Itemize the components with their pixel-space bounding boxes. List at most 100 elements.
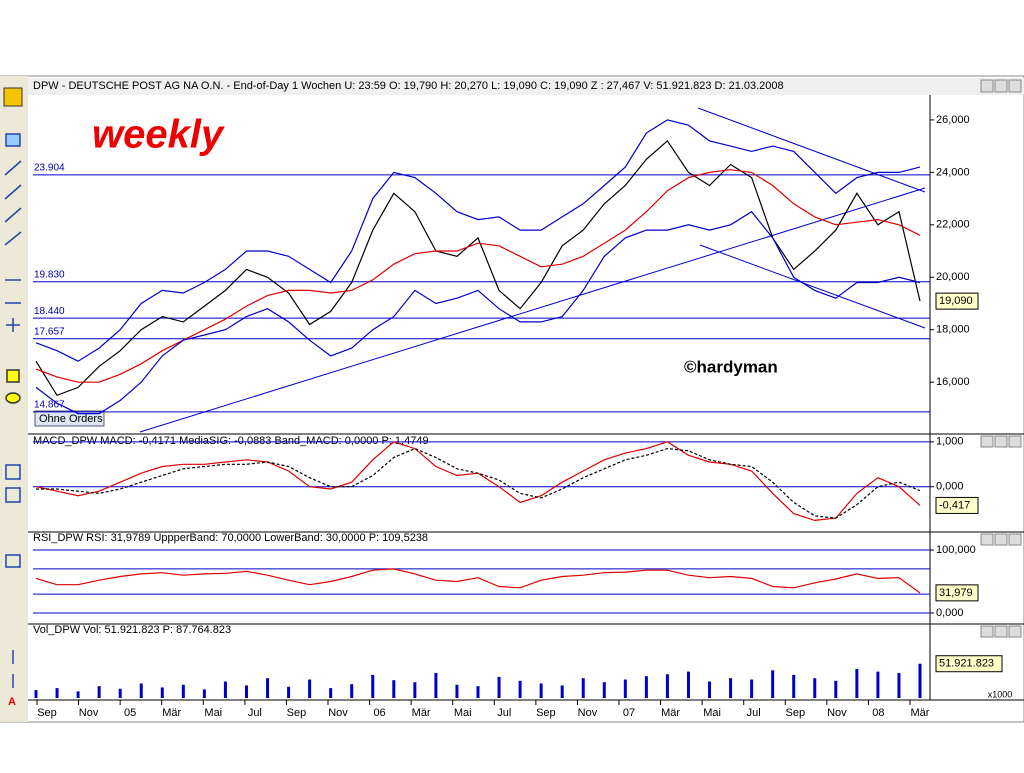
trendlines: [139, 107, 926, 433]
x-tick-label: Jul: [747, 707, 761, 719]
x-tick-label: 05: [124, 707, 136, 719]
volume-bar: [665, 674, 669, 698]
last-value-label: -0,417: [939, 499, 970, 511]
x-tick-label: Sep: [785, 707, 805, 719]
level-label: 18.440: [34, 306, 65, 317]
volume-bar: [855, 668, 859, 698]
level-label: 23.904: [34, 163, 65, 174]
volume-bar: [644, 676, 648, 698]
volume-unit: x1000: [988, 689, 1013, 699]
series-line: [35, 568, 921, 594]
last-value-box: [935, 292, 979, 310]
title-bar: [28, 78, 1024, 95]
x-tick-label: Mär: [162, 707, 181, 719]
series-line: [35, 210, 921, 415]
volume-bar: [97, 686, 101, 698]
volume-bar: [55, 688, 59, 698]
x-tick-label: Mai: [204, 707, 222, 719]
level-label: 19.830: [34, 269, 65, 280]
y-tick-label: 0,000: [936, 607, 964, 619]
last-value-box: [935, 496, 979, 514]
volume-bar: [223, 681, 227, 698]
macd-header: MACD_DPW MACD: -0,4171 MediaSIG: -0,0883…: [33, 435, 429, 447]
x-tick-label: Nov: [79, 707, 99, 719]
volume-bar: [329, 688, 333, 698]
panel-buttons: [980, 79, 1022, 638]
panel-separators: [28, 95, 1024, 701]
last-value-label: 19,090: [939, 295, 973, 307]
volume-bar: [287, 686, 291, 698]
volume-bar: [139, 683, 143, 698]
level-label: 17.657: [34, 326, 65, 337]
x-tick-label: Mai: [703, 707, 721, 719]
volume-bar: [876, 671, 880, 698]
tool-icons: [4, 133, 22, 688]
volume-bar: [497, 676, 501, 698]
x-tick-label: Mär: [412, 707, 431, 719]
series-line: [35, 119, 921, 362]
x-tick-label: Jul: [248, 707, 262, 719]
last-value-label: 31,979: [939, 587, 973, 599]
last-value-box: [935, 584, 979, 602]
volume-bar: [160, 687, 164, 698]
volume-bar: [202, 689, 206, 698]
x-tick-label: Nov: [827, 707, 847, 719]
x-tick-label: Nov: [328, 707, 348, 719]
volume-bar: [581, 678, 585, 698]
x-tick-label: Sep: [287, 707, 307, 719]
volume-bar: [834, 680, 838, 698]
volume-bar: [813, 678, 817, 698]
volume-bar: [539, 683, 543, 698]
copyright: ©hardyman: [684, 357, 778, 376]
orders-label[interactable]: Ohne Orders: [39, 413, 103, 425]
volume-bar: [623, 679, 627, 698]
x-tick-label: Nov: [578, 707, 598, 719]
tool-text[interactable]: A: [8, 696, 16, 708]
window-frame: [0, 75, 1024, 723]
y-tick-label: 1,000: [936, 436, 964, 448]
y-tick-label: 20,000: [936, 271, 970, 283]
y-tick-label: 26,000: [936, 114, 970, 126]
x-tick-label: Sep: [536, 707, 556, 719]
x-tick-label: Mär: [911, 707, 930, 719]
volume-bar: [350, 684, 354, 698]
x-tick-label: Sep: [37, 707, 57, 719]
volume-bar: [771, 670, 775, 698]
volume-bar: [34, 690, 38, 698]
rsi-header: RSI_DPW RSI: 31,9789 UppperBand: 70,0000…: [33, 532, 428, 544]
x-tick-label: Mai: [454, 707, 472, 719]
volume-bar: [308, 679, 312, 698]
y-tick-label: 22,000: [936, 219, 970, 231]
y-tick-label: 18,000: [936, 324, 970, 336]
volume-bar: [413, 682, 417, 698]
y-tick-label: 0,000: [936, 481, 964, 493]
volume-bar: [897, 672, 901, 698]
x-tick-label: 07: [623, 707, 635, 719]
volume-bar: [686, 671, 690, 698]
y-tick-label: 16,000: [936, 376, 970, 388]
volume-header: Vol_DPW Vol: 51.921.823 P: 87.764.823: [33, 624, 231, 636]
last-value-box: [935, 655, 1003, 673]
y-tick-label: 24,000: [936, 166, 970, 178]
volume-bar: [392, 680, 396, 698]
orders-badge[interactable]: [34, 410, 105, 427]
volume-bar: [602, 682, 606, 698]
volume-bar: [455, 684, 459, 698]
series-line: [36, 447, 921, 519]
x-tick-label: Jul: [497, 707, 511, 719]
volume-bar: [708, 681, 712, 698]
volume-bar: [434, 672, 438, 698]
weekly-label: weekly: [92, 113, 225, 157]
level-label: 14.867: [34, 400, 65, 411]
volume-bar: [181, 684, 185, 698]
last-value-label: 51.921.823: [939, 658, 994, 670]
tool-pointer[interactable]: [3, 87, 23, 107]
volume-bar: [476, 686, 480, 698]
x-tick-label: 08: [872, 707, 884, 719]
y-tick-label: 100,000: [936, 544, 976, 556]
volume-bar: [792, 674, 796, 698]
x-tick-label: 06: [373, 707, 385, 719]
volume-bar: [371, 674, 375, 698]
